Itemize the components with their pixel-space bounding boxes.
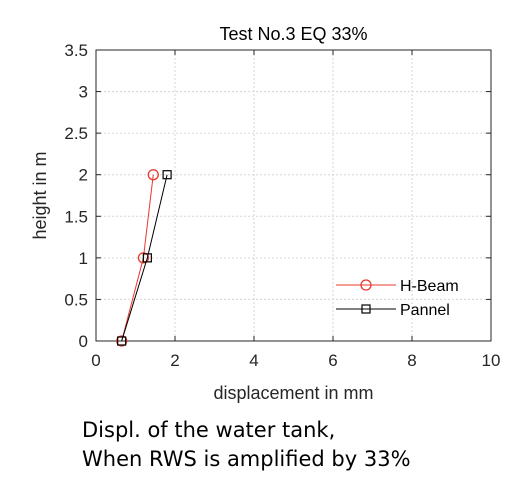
data-point-pannel	[142, 253, 152, 263]
series-line-pannel	[121, 174, 168, 342]
x-tick-label: 4	[249, 351, 258, 370]
chart: 0 2 4 6 8 10 0 0.5 1 1.5 2 2.5 3 3.5 H-Beam Pannel Tes…	[30, 24, 500, 403]
x-tick-label: 10	[482, 351, 501, 370]
y-tick-label: 3.5	[64, 41, 88, 60]
grid-lines	[96, 50, 491, 341]
legend-label-h-beam: H-Beam	[400, 278, 459, 295]
plot-frame	[95, 49, 492, 342]
data-point-pannel	[117, 336, 127, 346]
y-tick-label: 1	[79, 249, 88, 268]
legend-marker-h-beam	[360, 279, 372, 291]
data-point-pannel	[162, 170, 172, 180]
legend: H-Beam Pannel	[336, 278, 459, 319]
data-point-h-beam	[116, 335, 128, 347]
y-tick-label: 1.5	[64, 207, 88, 226]
data-point-h-beam	[147, 169, 159, 181]
y-tick-label: 3	[79, 83, 88, 102]
caption-line-2: When RWS is amplified by 33%	[82, 447, 411, 471]
y-tick-label: 2.5	[64, 124, 88, 143]
legend-marker-pannel	[361, 304, 371, 314]
chart-title: Test No.3 EQ 33%	[219, 24, 367, 44]
y-tick-label: 0.5	[64, 290, 88, 309]
data-series	[116, 169, 172, 347]
y-axis-label: height in m	[30, 151, 50, 239]
x-tick-label: 0	[91, 351, 100, 370]
data-point-h-beam	[137, 252, 150, 264]
caption-line-1: Displ. of the water tank,	[82, 418, 336, 442]
y-tick-label: 2	[79, 166, 88, 185]
legend-label-pannel: Pannel	[400, 302, 450, 319]
figure-caption: Displ. of the water tank, When RWS is am…	[82, 416, 411, 474]
y-tick-label: 0	[79, 332, 88, 351]
x-axis-label: displacement in mm	[213, 383, 373, 403]
x-tick-label: 8	[407, 351, 416, 370]
x-tick-label: 6	[328, 351, 337, 370]
x-tick-label: 2	[170, 351, 179, 370]
axis-ticks: 0 2 4 6 8 10 0 0.5 1 1.5 2 2.5 3 3.5	[64, 41, 500, 370]
